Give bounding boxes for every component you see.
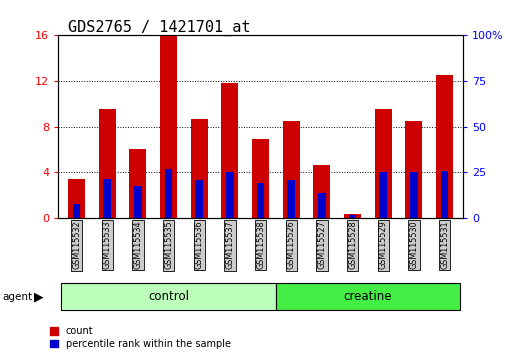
Bar bbox=[226, 172, 233, 218]
Text: GSM115535: GSM115535 bbox=[164, 221, 173, 269]
Bar bbox=[282, 121, 299, 218]
Bar bbox=[348, 216, 356, 218]
Bar bbox=[103, 179, 111, 218]
Text: GSM115536: GSM115536 bbox=[194, 221, 204, 269]
Text: GSM115537: GSM115537 bbox=[225, 221, 234, 269]
Bar bbox=[165, 169, 172, 218]
Bar bbox=[440, 171, 447, 218]
Bar bbox=[73, 204, 80, 218]
Text: GSM115529: GSM115529 bbox=[378, 221, 387, 269]
Bar bbox=[275, 283, 459, 310]
Bar bbox=[61, 283, 275, 310]
Text: GDS2765 / 1421701_at: GDS2765 / 1421701_at bbox=[68, 19, 250, 36]
Bar bbox=[134, 186, 141, 218]
Legend: count, percentile rank within the sample: count, percentile rank within the sample bbox=[50, 326, 230, 349]
Text: control: control bbox=[148, 290, 189, 303]
Text: GSM115528: GSM115528 bbox=[347, 221, 357, 269]
Bar bbox=[405, 121, 422, 218]
Bar bbox=[251, 139, 269, 218]
Bar bbox=[435, 75, 452, 218]
Text: GSM115533: GSM115533 bbox=[103, 221, 112, 269]
Bar bbox=[256, 183, 264, 218]
Bar bbox=[98, 109, 116, 218]
Bar bbox=[374, 109, 391, 218]
Text: GSM115538: GSM115538 bbox=[256, 221, 265, 269]
Text: GSM115527: GSM115527 bbox=[317, 221, 326, 269]
Bar bbox=[129, 149, 146, 218]
Bar bbox=[160, 35, 177, 218]
Text: GSM115534: GSM115534 bbox=[133, 221, 142, 269]
Bar bbox=[313, 165, 330, 218]
Bar bbox=[287, 180, 294, 218]
Bar bbox=[318, 193, 325, 218]
Text: ▶: ▶ bbox=[34, 291, 44, 304]
Text: GSM115530: GSM115530 bbox=[409, 221, 418, 269]
Bar bbox=[221, 83, 238, 218]
Text: GSM115532: GSM115532 bbox=[72, 221, 81, 269]
Bar bbox=[195, 180, 203, 218]
Text: creatine: creatine bbox=[343, 290, 391, 303]
Bar bbox=[190, 119, 207, 218]
Text: GSM115526: GSM115526 bbox=[286, 221, 295, 269]
Bar bbox=[343, 214, 360, 218]
Text: agent: agent bbox=[3, 292, 33, 302]
Bar bbox=[68, 179, 85, 218]
Bar bbox=[379, 172, 386, 218]
Bar bbox=[409, 172, 417, 218]
Text: GSM115531: GSM115531 bbox=[439, 221, 448, 269]
